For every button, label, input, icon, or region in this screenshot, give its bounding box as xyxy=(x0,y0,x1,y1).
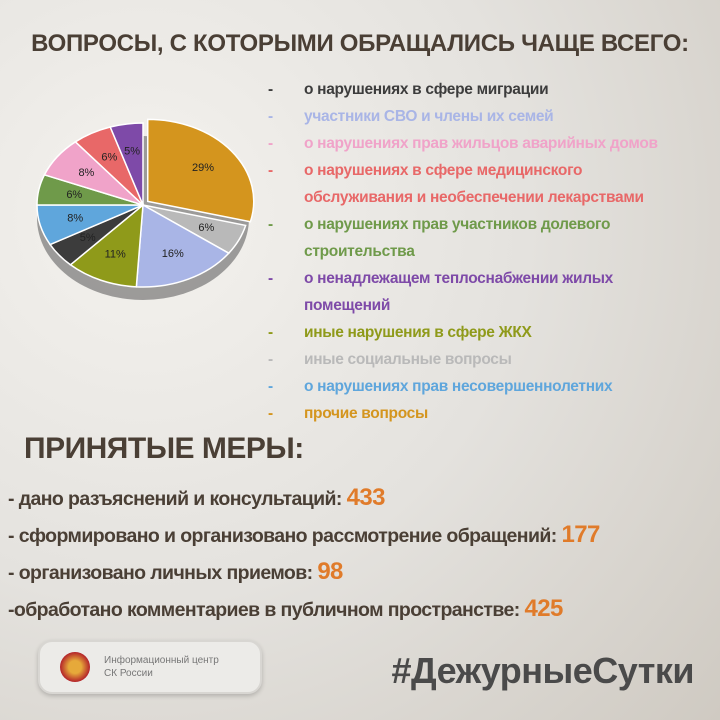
legend-item: - о нарушениях в сфере миграции xyxy=(268,76,688,103)
legend: - о нарушениях в сфере миграции - участники… xyxy=(268,76,688,427)
slice-label: 8% xyxy=(67,212,83,224)
legend-label: о нарушениях прав участников долевого ст… xyxy=(304,216,611,260)
measure-value: 98 xyxy=(317,558,343,585)
measure-text: -обработано комментариев в публичном про… xyxy=(8,599,520,621)
measure-text: - дано разъяснений и консультаций: xyxy=(8,488,342,510)
measure-value: 433 xyxy=(346,484,386,511)
legend-label: прочие вопросы xyxy=(304,405,428,422)
legend-label: иные социальные вопросы xyxy=(304,351,512,368)
pie-slice xyxy=(109,122,144,206)
measure-text: - организовано личных приемов: xyxy=(8,562,313,584)
slice-label: 6% xyxy=(101,151,117,163)
pie-slice xyxy=(146,118,255,223)
pie-slice xyxy=(135,203,230,288)
legend-dash: - xyxy=(268,108,273,125)
legend-label: о нарушениях в сфере миграции xyxy=(304,81,549,98)
legend-item: - иные нарушения в сфере ЖКХ xyxy=(268,319,688,346)
hashtag: #ДежурныеСутки xyxy=(391,650,695,691)
legend-dash: - xyxy=(268,324,273,341)
emblem xyxy=(60,652,90,682)
slice-label: 11% xyxy=(105,249,126,261)
logo-text: Информационный центр СК России xyxy=(104,655,219,679)
logo: Информационный центр СК России xyxy=(38,640,262,694)
slice-label: 29% xyxy=(192,162,214,174)
legend-label: участники СВО и члены их семей xyxy=(304,108,554,125)
legend-label: о нарушениях прав жильцов аварийных домо… xyxy=(304,135,658,152)
legend-item: - о нарушениях прав жильцов аварийных дом… xyxy=(268,130,688,157)
pie-slice xyxy=(69,203,144,288)
legend-dash: - xyxy=(268,270,273,287)
measures-title: ПРИНЯТЫЕ МЕРЫ: xyxy=(24,432,304,465)
slice-label: 6% xyxy=(198,222,214,234)
slice-label: 16% xyxy=(162,248,184,260)
legend-label: о нарушениях прав несовершеннолетних xyxy=(304,378,613,395)
legend-label: иные нарушения в сфере ЖКХ xyxy=(304,324,532,341)
legend-dash: - xyxy=(268,216,273,233)
legend-dash: - xyxy=(268,378,273,395)
legend-dash: - xyxy=(268,351,273,368)
legend-label: о нарушениях в сфере медицинского обслуж… xyxy=(304,162,644,206)
measure-value: 177 xyxy=(561,521,600,548)
measure-text: - сформировано и организовано рассмотрен… xyxy=(8,525,557,547)
slice-label: 5% xyxy=(80,232,96,244)
measure-item: -обработано комментариев в публичном про… xyxy=(8,591,720,628)
legend-dash: - xyxy=(268,81,273,98)
slice-label: 6% xyxy=(66,189,82,201)
measure-item: - дано разъяснений и консультаций: 433 xyxy=(8,480,720,517)
legend-item: - о ненадлежащем теплоснабжении жилых пом… xyxy=(268,265,688,319)
title: ВОПРОСЫ, С КОТОРЫМИ ОБРАЩАЛИСЬ ЧАЩЕ ВСЕГ… xyxy=(31,30,689,57)
slice-label: 5% xyxy=(124,145,140,157)
legend-dash: - xyxy=(268,135,273,152)
legend-item: - иные социальные вопросы xyxy=(268,346,688,373)
slice-label: 8% xyxy=(78,167,94,179)
legend-item: - участники СВО и члены их семей xyxy=(268,103,688,130)
measure-item: - организовано личных приемов: 98 xyxy=(8,554,720,591)
legend-item: - о нарушениях в сфере медицинского обслу… xyxy=(268,157,688,211)
legend-dash: - xyxy=(268,405,273,422)
measures-list: - дано разъяснений и консультаций: 433- … xyxy=(8,480,720,628)
legend-item: - о нарушениях прав несовершеннолетних xyxy=(268,373,688,400)
pie-chart: 29% 6% 16% 11% 5% 8% 6% 8% 6% 5% xyxy=(36,118,255,300)
legend-label: о ненадлежащем теплоснабжении жилых поме… xyxy=(304,270,614,314)
measure-value: 425 xyxy=(524,595,563,622)
legend-item: - о нарушениях прав участников долевого с… xyxy=(268,211,688,265)
legend-item: - прочие вопросы xyxy=(268,400,688,427)
measure-item: - сформировано и организовано рассмотрен… xyxy=(8,517,720,554)
legend-dash: - xyxy=(268,162,273,179)
